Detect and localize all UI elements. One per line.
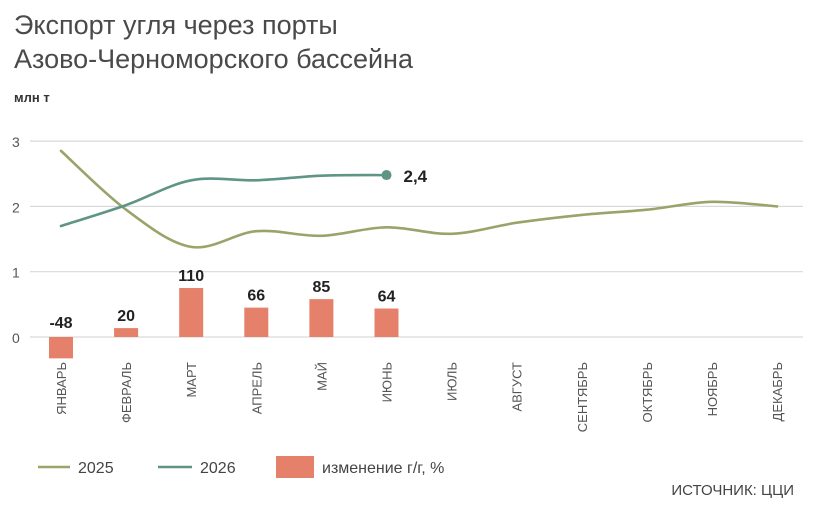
bar xyxy=(49,337,73,359)
y-tick-label: 0 xyxy=(12,330,20,346)
x-tick-label: ЯНВАРЬ xyxy=(54,362,69,415)
bar xyxy=(114,328,139,337)
bar-data-label: 85 xyxy=(313,279,331,296)
legend-label-2026: 2026 xyxy=(200,460,236,477)
x-tick-label: МАРТ xyxy=(184,362,199,398)
x-tick-label: СЕНТЯБРЬ xyxy=(575,362,590,432)
x-tick-label: ИЮЛЬ xyxy=(445,362,460,401)
x-axis-ticks: ЯНВАРЬ ФЕВРАЛЬ МАРТ АПРЕЛЬ МАЙ ИЮНЬ ИЮЛЬ АВГУСТ… xyxy=(54,362,785,432)
bar xyxy=(309,299,334,337)
y-axis-unit: млн т xyxy=(14,90,50,105)
line-series: 2,4 xyxy=(59,149,779,249)
bar-data-label: 20 xyxy=(117,308,135,325)
x-tick-label: АПРЕЛЬ xyxy=(249,362,264,414)
legend-label-2025: 2025 xyxy=(78,460,114,477)
legend-label-change: изменение г/г, % xyxy=(322,460,444,477)
y-tick-label: 1 xyxy=(12,265,20,281)
x-tick-label: ФЕВРАЛЬ xyxy=(119,362,134,423)
y-tick-label: 2 xyxy=(12,199,20,215)
x-tick-label: ИЮНЬ xyxy=(380,362,395,402)
line-2025 xyxy=(59,149,779,249)
bar xyxy=(244,307,269,337)
y-axis-ticks: 0 1 2 3 xyxy=(12,134,20,346)
x-tick-label: ОКТЯБРЬ xyxy=(640,362,655,422)
line-2026-end-marker xyxy=(381,170,392,181)
legend-swatch-change xyxy=(276,456,314,478)
gridlines xyxy=(30,140,803,338)
bar-data-label: 64 xyxy=(378,289,396,306)
x-tick-label: НОЯБРЬ xyxy=(705,362,720,416)
bar-series xyxy=(49,288,399,359)
x-tick-label: ДЕКАБРЬ xyxy=(770,362,785,421)
bar-data-label: 66 xyxy=(247,288,265,305)
source-note: ИСТОЧНИК: ЦЦИ xyxy=(671,482,794,499)
chart-title: Экспорт угля через порты Азово-Черноморс… xyxy=(14,8,413,76)
bar-data-labels: -48 20 110 66 85 64 xyxy=(49,268,395,332)
bar xyxy=(179,288,204,337)
x-tick-label: АВГУСТ xyxy=(510,362,525,412)
bar xyxy=(374,308,399,337)
chart-title-line-1: Экспорт угля через порты xyxy=(14,10,338,40)
y-tick-label: 3 xyxy=(12,134,20,150)
line-2026 xyxy=(59,173,388,228)
line-2026-end-label: 2,4 xyxy=(404,167,428,186)
bar-data-label: 110 xyxy=(178,268,204,285)
chart-title-line-2: Азово-Черноморского бассейна xyxy=(14,44,413,74)
legend: 2025 2026 изменение г/г, % xyxy=(38,456,444,478)
x-tick-label: МАЙ xyxy=(314,362,329,391)
bar-data-label: -48 xyxy=(49,315,72,332)
